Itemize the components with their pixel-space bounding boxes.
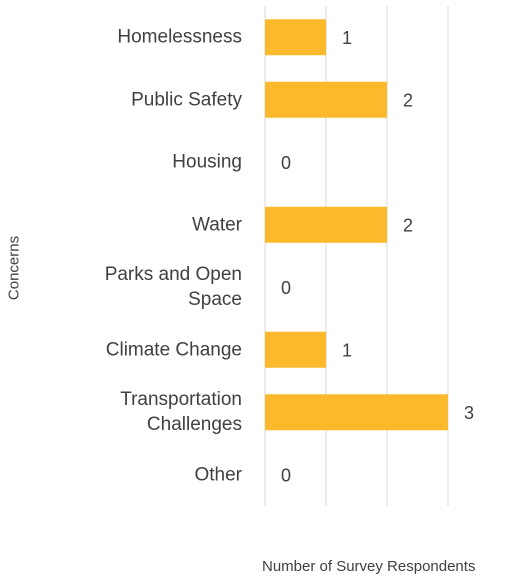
y-tick-label: Parks and Open Space [104,264,242,311]
y-tick-label: Water [192,214,242,236]
value-label: 0 [281,153,291,173]
value-label: 0 [281,466,291,486]
value-label: 2 [403,91,413,111]
value-label: 2 [403,216,413,236]
y-tick-label: Homelessness [117,26,242,48]
y-axis-label: Concerns [5,235,23,301]
value-label: 0 [281,278,291,298]
value-label: 1 [342,341,352,361]
y-tick-label: Housing [172,151,242,173]
y-tick-label: Other [194,464,242,486]
y-tick-label: Climate Change [105,339,242,361]
bar [265,19,326,56]
value-label: 3 [464,403,474,423]
value-label: 1 [342,28,352,48]
bar [265,81,387,118]
bar [265,394,448,431]
bar [265,206,387,243]
y-tick-label: Transportation Challenges [120,389,242,436]
y-tick-label: Public Safety [131,89,242,111]
bar [265,331,326,368]
x-axis-label: Number of Survey Respondents [262,558,476,575]
